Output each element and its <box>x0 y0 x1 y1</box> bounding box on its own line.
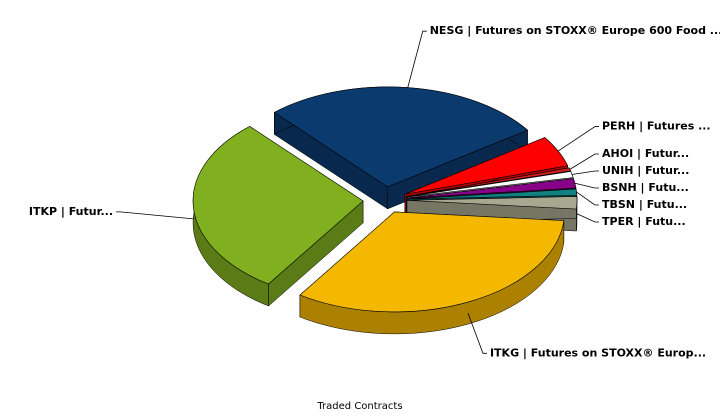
slice <box>273 86 529 188</box>
leader-line <box>557 126 599 152</box>
slice-label: TBSN | Futu... <box>602 198 687 211</box>
chart-title: Traded Contracts <box>316 401 402 412</box>
leader-line <box>116 211 194 220</box>
slice <box>192 126 364 285</box>
leader-line <box>467 312 487 354</box>
slice-label: NESG | Futures on STOXX® Europe 600 Food… <box>430 24 720 37</box>
slice <box>406 196 578 210</box>
leader-line <box>572 170 599 175</box>
slice-label: AHOI | Futur... <box>602 147 689 160</box>
slice-label: TPER | Futu... <box>602 215 686 228</box>
slice-label: ITKP | Futur... <box>29 205 113 218</box>
slice <box>299 211 565 313</box>
slice-label: PERH | Futures ... <box>602 120 711 133</box>
layer: NESG | Futures on STOXX® Europe 600 Food… <box>29 24 720 359</box>
slice-label: UNIH | Futur... <box>602 164 689 177</box>
leader-line <box>574 182 599 189</box>
leader-line <box>576 191 599 206</box>
slice-label: ITKG | Futures on STOXX® Europ... <box>490 346 706 359</box>
slice <box>406 188 578 200</box>
leader-line <box>569 153 599 170</box>
leader-line <box>576 213 599 223</box>
slice-label: BSNH | Futu... <box>602 181 689 194</box>
slice <box>404 137 569 195</box>
layer <box>192 86 578 313</box>
leader-line <box>407 30 427 88</box>
